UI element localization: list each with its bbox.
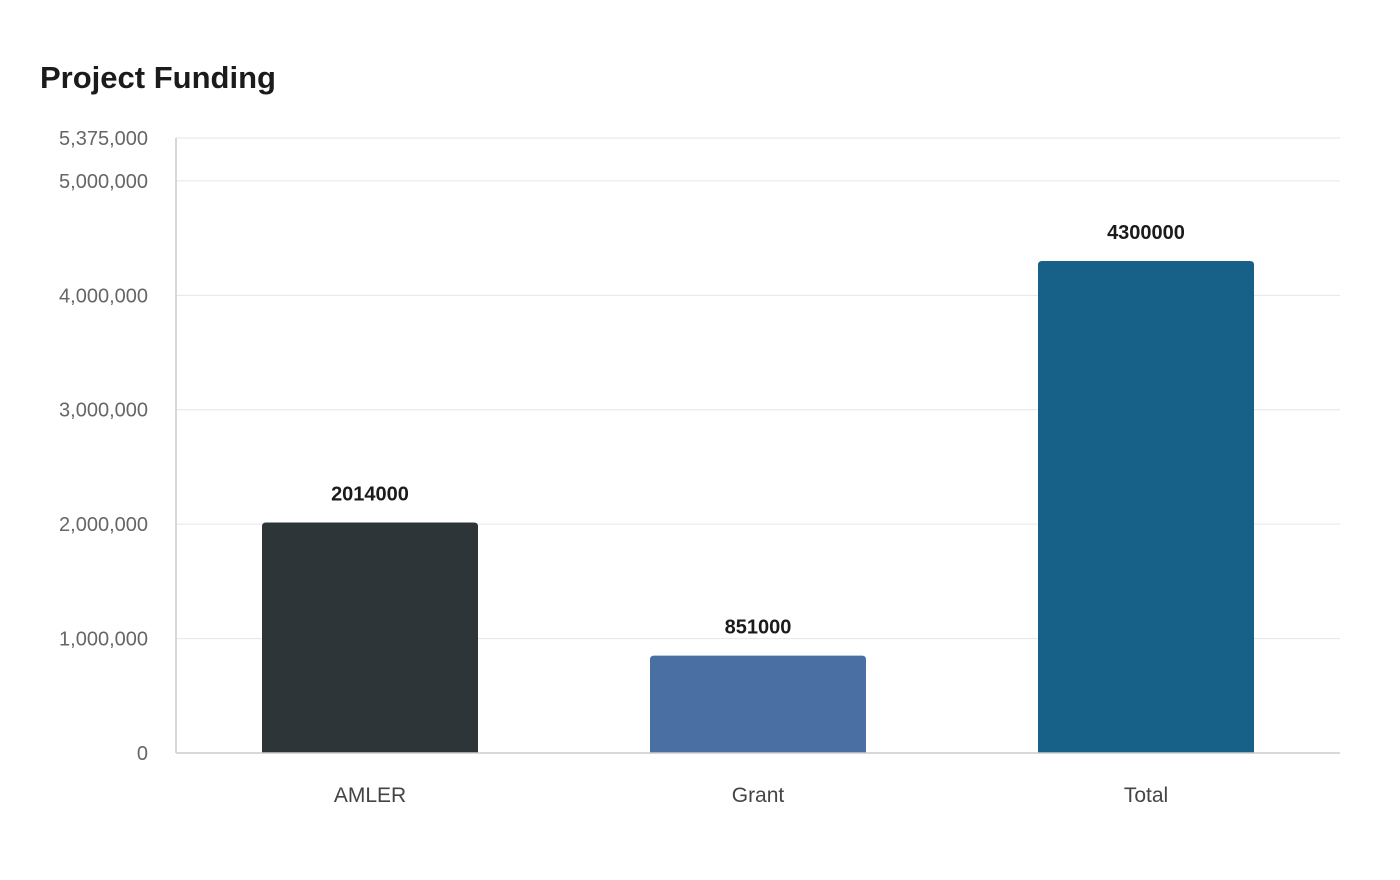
y-tick-label: 5,000,000 — [59, 171, 148, 193]
category-label-amler: AMLER — [334, 784, 406, 807]
data-label-grant: 851000 — [725, 617, 792, 639]
y-tick-label: 3,000,000 — [59, 400, 148, 422]
category-label-total: Total — [1124, 784, 1168, 807]
x-axis-category-labels: AMLER Grant Total — [334, 784, 1168, 807]
bars — [262, 261, 1254, 753]
data-labels: 2014000 851000 4300000 — [331, 222, 1185, 639]
y-tick-label: 0 — [137, 743, 148, 765]
axes — [175, 138, 1340, 754]
y-tick-label: 2,000,000 — [59, 514, 148, 536]
y-tick-label: 5,375,000 — [59, 128, 148, 150]
data-label-amler: 2014000 — [331, 484, 409, 506]
bar-amler[interactable] — [262, 522, 478, 753]
y-axis-tick-labels: 0 1,000,000 2,000,000 3,000,000 4,000,000 5,0… — [59, 128, 148, 765]
bar-grant[interactable] — [650, 655, 866, 753]
y-tick-label: 4,000,000 — [59, 285, 148, 307]
category-label-grant: Grant — [732, 784, 785, 807]
chart-title: Project Funding — [40, 60, 276, 95]
bar-total[interactable] — [1038, 261, 1254, 753]
data-label-total: 4300000 — [1107, 222, 1185, 244]
y-tick-label: 1,000,000 — [59, 629, 148, 651]
